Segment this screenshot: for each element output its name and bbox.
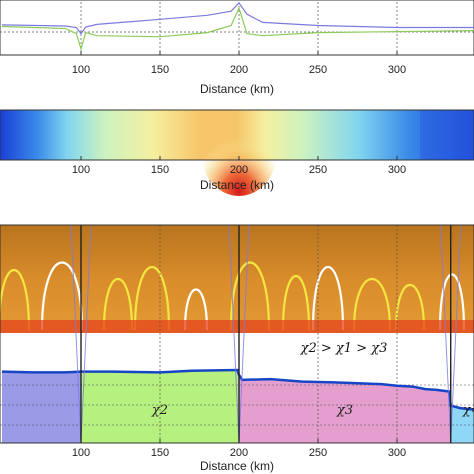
panel-heatmap: 100 150 200 250 300 Distance (km) xyxy=(0,108,474,196)
region-label: χ= xyxy=(462,403,474,418)
x-tick-label: 300 xyxy=(388,164,406,176)
heatmap-right-contours xyxy=(420,110,474,160)
lower-white-band xyxy=(0,333,474,360)
x-tick-label: 250 xyxy=(309,447,327,459)
x-tick-label: 200 xyxy=(230,447,248,459)
lower-texture-marks xyxy=(0,261,474,333)
boundary-ray xyxy=(228,224,240,444)
boundary-ray xyxy=(440,224,452,444)
lower-annotation: χ2 > χ1 > χ3 xyxy=(300,341,388,356)
boundary-ray xyxy=(238,224,250,444)
texture-arch xyxy=(311,266,345,331)
region-fill xyxy=(2,371,81,443)
panel-heatmap-ticks: 100 150 200 250 300 xyxy=(72,156,406,176)
panel-lower: χ2 χ3 χ= χ2 > χ1 > χ3 100 150 200 250 300 Dist… xyxy=(0,224,474,473)
x-tick-label: 100 xyxy=(72,164,90,176)
texture-arch xyxy=(394,284,426,331)
region-label: χ3 xyxy=(336,403,353,418)
panel-heatmap-xlabel: Distance (km) xyxy=(200,178,274,192)
x-tick-label: 200 xyxy=(230,164,248,176)
x-tick-label: 100 xyxy=(72,64,90,76)
lower-region-labels: χ2 χ3 χ= xyxy=(151,403,474,418)
texture-arch xyxy=(133,266,171,331)
texture-arch xyxy=(183,288,209,331)
panel-top-line-ticks: 100 150 200 250 300 xyxy=(72,51,406,76)
x-tick-label: 150 xyxy=(151,64,169,76)
boundary-ray xyxy=(70,224,82,444)
region-label: χ2 xyxy=(151,403,168,418)
x-tick-label: 300 xyxy=(388,64,406,76)
x-tick-label: 200 xyxy=(230,64,248,76)
lower-boundaries xyxy=(70,224,462,444)
region-fill xyxy=(450,405,474,443)
panel-top-line-grid xyxy=(0,2,474,55)
texture-arch xyxy=(40,261,84,331)
lower-profile-line xyxy=(1,368,474,411)
lower-ticks: 100 150 200 250 300 xyxy=(72,439,406,459)
x-tick-label: 250 xyxy=(309,164,327,176)
x-tick-label: 150 xyxy=(151,447,169,459)
panel-top-line-series xyxy=(1,2,474,52)
heatmap-frame xyxy=(0,109,474,161)
lower-frame xyxy=(0,224,474,444)
x-tick-label: 250 xyxy=(309,64,327,76)
boundary-ray xyxy=(80,224,92,444)
heatmap-peak xyxy=(201,108,277,196)
series-line xyxy=(1,6,474,52)
boundary-ray xyxy=(450,224,462,444)
texture-arch xyxy=(281,274,311,331)
panel-top-line: 100 150 200 250 300 Distance (km) xyxy=(0,0,474,96)
x-tick-label: 100 xyxy=(72,447,90,459)
x-tick-label: 150 xyxy=(151,164,169,176)
texture-base-band xyxy=(0,320,474,333)
x-tick-label: 300 xyxy=(388,447,406,459)
series-line xyxy=(1,2,474,35)
region-fill xyxy=(239,374,451,443)
texture-arch xyxy=(102,278,134,331)
texture-arch xyxy=(352,277,392,331)
panel-top-line-xlabel: Distance (km) xyxy=(200,82,274,96)
texture-arch xyxy=(438,273,466,331)
panel-lower-xlabel: Distance (km) xyxy=(200,459,274,473)
